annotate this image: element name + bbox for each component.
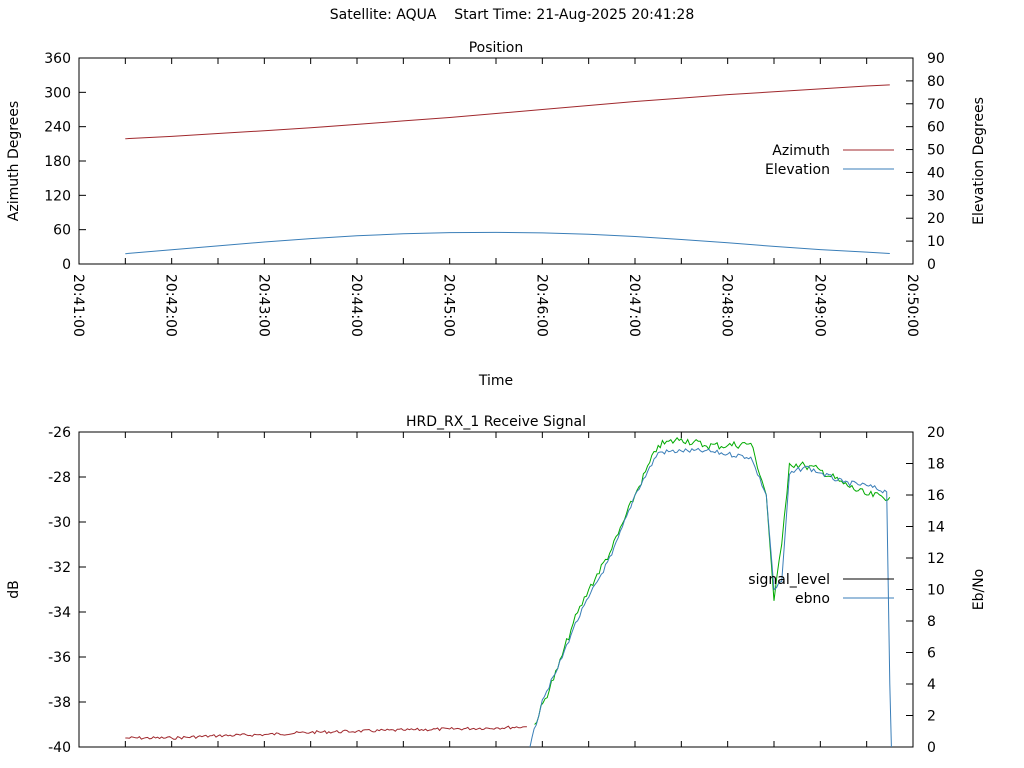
signal-y-axis-label: dB xyxy=(6,580,22,599)
signal-legend-label: signal_level xyxy=(748,572,830,588)
position-series-elevation xyxy=(125,231,890,255)
signal-y2-tick-label: 12 xyxy=(927,551,945,567)
position-y-tick-label: 300 xyxy=(44,85,71,101)
position-x-tick-label: 20:42:00 xyxy=(163,274,179,337)
signal-y-tick-label: -38 xyxy=(48,695,71,711)
signal-y2-tick-label: 16 xyxy=(927,488,945,504)
signal-y-tick-label: -34 xyxy=(48,605,71,621)
position-y-tick-label: 60 xyxy=(53,223,71,239)
position-x-tick-label: 20:41:00 xyxy=(70,274,86,337)
signal-y2-tick-label: 14 xyxy=(927,520,945,536)
signal-legend-label: ebno xyxy=(795,591,830,607)
position-x-tick-label: 20:48:00 xyxy=(719,274,735,337)
position-y2-tick-label: 50 xyxy=(927,143,945,159)
signal-chart-title: HRD_RX_1 Receive Signal xyxy=(406,414,586,430)
position-chart-title: Position xyxy=(469,40,524,56)
position-x-tick-label: 20:47:00 xyxy=(626,274,642,337)
position-x-axis-label: Time xyxy=(478,373,513,389)
signal-y2-tick-label: 20 xyxy=(927,425,945,441)
position-legend-label: Elevation xyxy=(765,162,830,178)
signal-series-ebno xyxy=(529,447,892,748)
signal-y-tick-label: -28 xyxy=(48,470,71,486)
signal-series-signal-level-high- xyxy=(534,436,891,725)
position-x-tick-label: 20:43:00 xyxy=(255,274,271,337)
position-series-azimuth xyxy=(125,84,890,140)
position-y2-tick-label: 60 xyxy=(927,120,945,136)
position-y2-axis-label: Elevation Degrees xyxy=(971,97,987,225)
position-y2-tick-label: 0 xyxy=(927,257,936,273)
signal-y2-tick-label: 4 xyxy=(927,677,936,693)
position-y-tick-label: 240 xyxy=(44,120,71,136)
position-legend-label: Azimuth xyxy=(772,143,830,159)
signal-y2-tick-label: 0 xyxy=(927,740,936,756)
position-y-tick-label: 180 xyxy=(44,154,71,170)
position-x-tick-label: 20:50:00 xyxy=(904,274,920,337)
signal-y-tick-label: -32 xyxy=(48,560,71,576)
position-x-tick-label: 20:45:00 xyxy=(441,274,457,337)
signal-y-tick-label: -30 xyxy=(48,515,71,531)
position-y-tick-label: 120 xyxy=(44,188,71,204)
position-y2-tick-label: 30 xyxy=(927,188,945,204)
signal-y2-tick-label: 2 xyxy=(927,709,936,725)
position-x-tick-label: 20:46:00 xyxy=(533,274,549,337)
position-plot-frame xyxy=(78,57,914,265)
position-y-axis-label: Azimuth Degrees xyxy=(6,101,22,221)
position-y2-tick-label: 20 xyxy=(927,211,945,227)
signal-y2-tick-label: 6 xyxy=(927,646,936,662)
position-x-tick-label: 20:49:00 xyxy=(811,274,827,337)
page-title: Satellite: AQUA Start Time: 21-Aug-2025 … xyxy=(329,7,695,23)
position-y2-tick-label: 80 xyxy=(927,74,945,90)
position-x-tick-label: 20:44:00 xyxy=(348,274,364,337)
signal-y2-axis-label: Eb/No xyxy=(971,569,987,611)
position-y2-tick-label: 70 xyxy=(927,97,945,113)
position-y2-tick-label: 10 xyxy=(927,234,945,250)
position-y-tick-label: 360 xyxy=(44,51,71,67)
signal-y-tick-label: -26 xyxy=(48,425,71,441)
position-y2-tick-label: 90 xyxy=(927,51,945,67)
signal-y-tick-label: -40 xyxy=(48,740,71,756)
signal-y-tick-label: -36 xyxy=(48,650,71,666)
signal-y2-tick-label: 10 xyxy=(927,583,945,599)
signal-y2-tick-label: 8 xyxy=(927,614,936,630)
signal-series-signal-level-low- xyxy=(125,725,527,740)
position-y-tick-label: 0 xyxy=(62,257,71,273)
position-y2-tick-label: 40 xyxy=(927,165,945,181)
signal-y2-tick-label: 18 xyxy=(927,457,945,473)
